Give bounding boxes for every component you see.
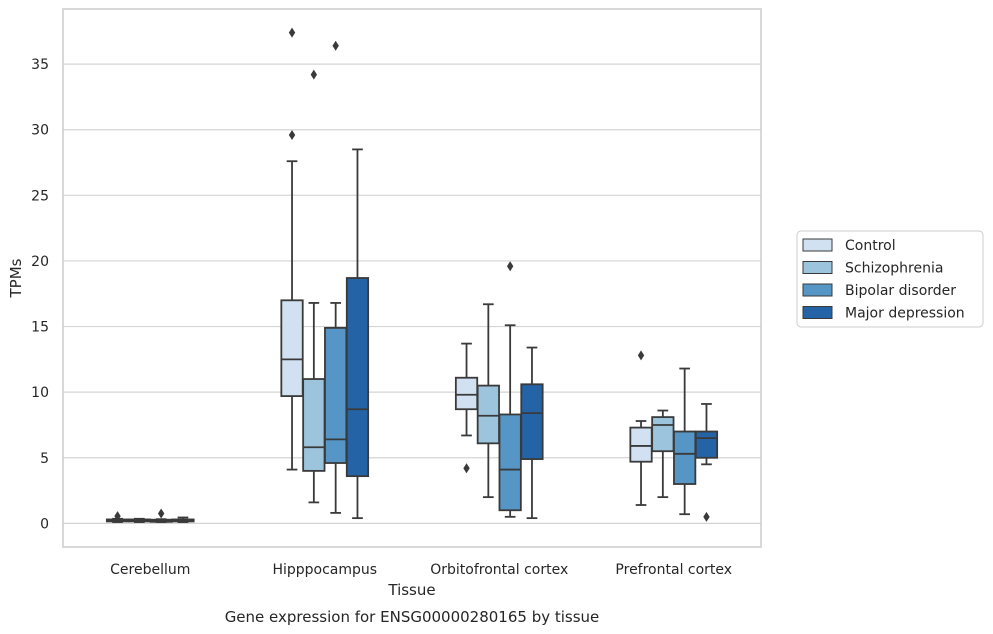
legend-item: Bipolar disorder (802, 283, 956, 299)
box-schizophrenia (651, 409, 675, 499)
y-axis-label: TPMs (7, 258, 25, 298)
outlier-point (703, 511, 710, 522)
y-tick-label: 35 (31, 57, 49, 73)
y-tick-label: 25 (31, 188, 49, 204)
box-iqr (651, 416, 675, 453)
y-tick-labels: 0 5 10 15 20 25 30 35 (31, 57, 49, 532)
outlier-point (288, 27, 296, 38)
box-layer (105, 27, 719, 523)
box-control (280, 27, 304, 471)
box-major-depression (694, 403, 719, 522)
y-tick-label: 5 (40, 451, 49, 467)
plot-area-frame (62, 8, 762, 548)
box-iqr (629, 426, 653, 463)
box-iqr (694, 430, 719, 459)
x-tick-label: Cerebellum (110, 562, 190, 578)
x-tick-labels: Cerebellum Hipppocampus Orbitofrontal cort… (110, 562, 732, 578)
box-major-depression (171, 516, 195, 523)
box-iqr (280, 299, 304, 397)
box-iqr (324, 326, 348, 464)
legend-item: Major depression (802, 306, 965, 322)
outlier-point (637, 350, 645, 361)
box-schizophrenia (476, 303, 500, 499)
box-iqr (498, 413, 522, 512)
x-tick-label: Prefrontal cortex (615, 562, 732, 578)
box-schizophrenia (127, 517, 151, 523)
box-control (105, 511, 130, 523)
box-major-depression (345, 148, 370, 520)
box-iqr (520, 383, 544, 460)
grid-lines (63, 63, 761, 524)
x-tick-label: Hipppocampus (272, 562, 377, 578)
box-control (454, 342, 479, 474)
box-control (629, 350, 653, 506)
y-tick-label: 10 (31, 385, 49, 401)
chart-caption: Gene expression for ENSG00000280165 by t… (225, 608, 600, 626)
legend-frame (796, 230, 984, 328)
box-iqr (673, 430, 697, 485)
legend: Control Schizophrenia Bipolar disorder Majo… (796, 230, 984, 328)
legend-label: Control (845, 238, 896, 254)
outlier-point (332, 40, 339, 51)
legend-swatch (802, 238, 833, 252)
legend-item: Control (802, 238, 896, 254)
x-tick-label: Orbitofrontal cortex (430, 562, 568, 578)
y-tick-label: 0 (40, 516, 49, 532)
legend-item: Schizophrenia (802, 261, 943, 277)
x-axis-label: Tissue (387, 581, 435, 599)
legend-swatch (802, 261, 833, 274)
outlier-point (114, 511, 121, 522)
box-major-depression (520, 346, 544, 520)
outlier-point (506, 261, 514, 272)
legend-label: Bipolar disorder (845, 283, 956, 299)
box-schizophrenia (302, 69, 326, 504)
box-iqr (302, 378, 326, 472)
box-iqr (476, 384, 500, 445)
box-bipolar-disorder (149, 508, 173, 523)
box-bipolar-disorder (324, 40, 348, 514)
legend-swatch (802, 283, 833, 297)
box-iqr (345, 277, 370, 478)
box-bipolar-disorder (673, 367, 697, 516)
outlier-point (157, 508, 165, 519)
box-bipolar-disorder (498, 261, 522, 518)
legend-swatch (802, 306, 833, 319)
legend-label: Major depression (845, 306, 965, 322)
y-tick-label: 20 (31, 254, 49, 270)
outlier-point (463, 463, 470, 474)
outlier-point (310, 69, 318, 80)
y-tick-label: 30 (31, 123, 49, 139)
y-tick-label: 15 (31, 320, 49, 336)
outlier-point (288, 129, 296, 140)
box-iqr (454, 376, 479, 411)
legend-label: Schizophrenia (845, 261, 943, 277)
